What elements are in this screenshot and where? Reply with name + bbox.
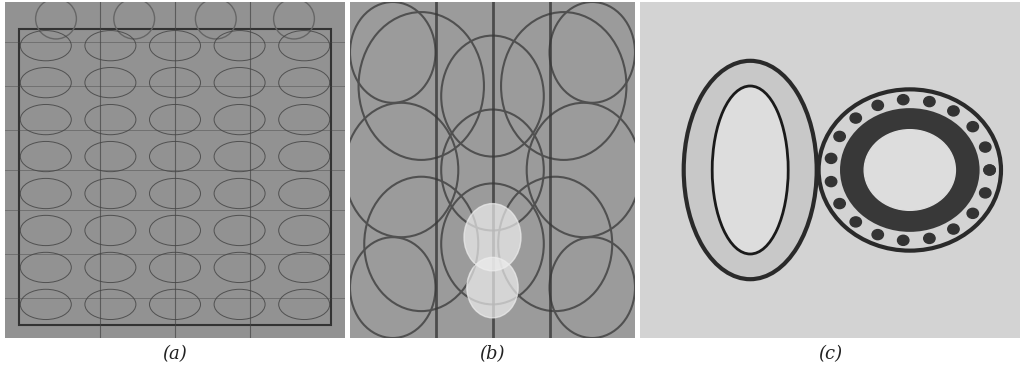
- Circle shape: [825, 153, 837, 163]
- Ellipse shape: [684, 61, 817, 279]
- Circle shape: [872, 100, 884, 110]
- Circle shape: [984, 165, 995, 175]
- Circle shape: [967, 208, 979, 218]
- Circle shape: [967, 122, 979, 132]
- Text: (c): (c): [818, 345, 842, 363]
- Text: (b): (b): [479, 345, 505, 363]
- Circle shape: [464, 203, 521, 271]
- Ellipse shape: [713, 86, 788, 254]
- Circle shape: [948, 224, 959, 234]
- Circle shape: [850, 217, 861, 227]
- Circle shape: [834, 199, 846, 209]
- Bar: [18, 29, 332, 324]
- Circle shape: [980, 188, 991, 198]
- Circle shape: [872, 230, 884, 240]
- Circle shape: [850, 113, 861, 123]
- Circle shape: [864, 130, 955, 210]
- Text: (a): (a): [163, 345, 187, 363]
- Circle shape: [897, 94, 909, 105]
- Circle shape: [924, 97, 935, 107]
- Circle shape: [825, 177, 837, 187]
- Circle shape: [897, 235, 909, 246]
- Circle shape: [984, 165, 995, 175]
- Circle shape: [834, 131, 846, 141]
- Circle shape: [924, 233, 935, 243]
- Circle shape: [842, 109, 978, 231]
- Circle shape: [467, 257, 518, 318]
- Circle shape: [980, 142, 991, 152]
- Circle shape: [948, 106, 959, 116]
